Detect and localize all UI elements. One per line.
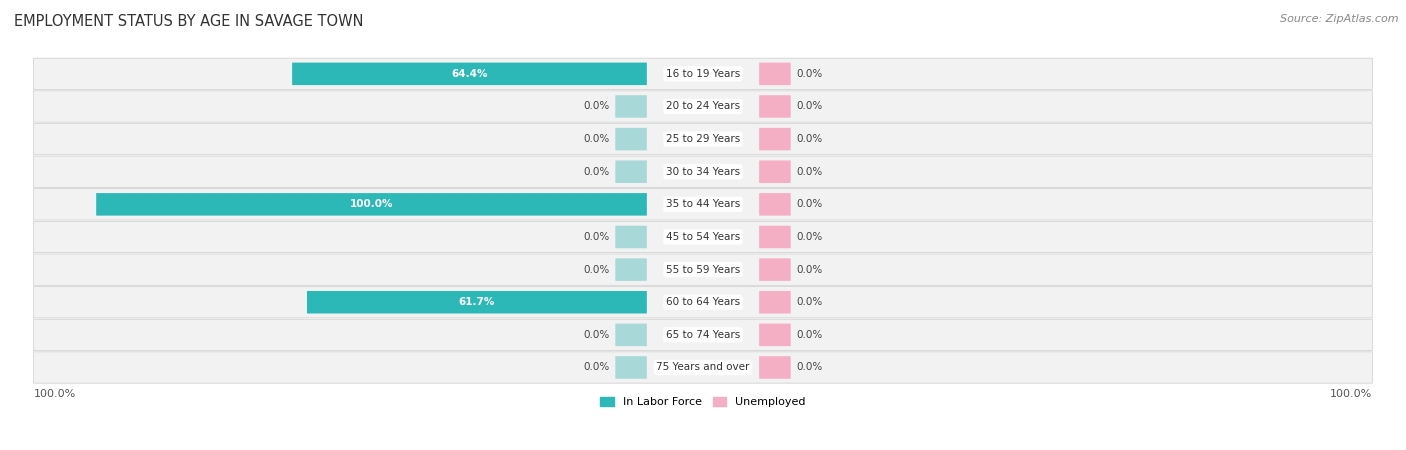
Text: 0.0%: 0.0% bbox=[583, 232, 609, 242]
Text: 30 to 34 Years: 30 to 34 Years bbox=[666, 167, 740, 177]
FancyBboxPatch shape bbox=[616, 258, 647, 281]
Text: 55 to 59 Years: 55 to 59 Years bbox=[666, 265, 740, 274]
Text: 0.0%: 0.0% bbox=[797, 69, 823, 79]
FancyBboxPatch shape bbox=[616, 324, 647, 346]
Text: 20 to 24 Years: 20 to 24 Years bbox=[666, 101, 740, 112]
Text: 0.0%: 0.0% bbox=[797, 330, 823, 340]
Text: 0.0%: 0.0% bbox=[583, 363, 609, 373]
Text: 0.0%: 0.0% bbox=[583, 330, 609, 340]
FancyBboxPatch shape bbox=[616, 356, 647, 379]
FancyBboxPatch shape bbox=[759, 356, 790, 379]
FancyBboxPatch shape bbox=[96, 193, 647, 216]
Text: Source: ZipAtlas.com: Source: ZipAtlas.com bbox=[1281, 14, 1399, 23]
Text: 0.0%: 0.0% bbox=[797, 232, 823, 242]
FancyBboxPatch shape bbox=[759, 226, 790, 248]
Text: 0.0%: 0.0% bbox=[797, 167, 823, 177]
Text: 0.0%: 0.0% bbox=[583, 101, 609, 112]
FancyBboxPatch shape bbox=[292, 63, 647, 85]
Text: 16 to 19 Years: 16 to 19 Years bbox=[666, 69, 740, 79]
FancyBboxPatch shape bbox=[759, 63, 790, 85]
FancyBboxPatch shape bbox=[307, 291, 647, 314]
FancyBboxPatch shape bbox=[759, 324, 790, 346]
Text: 35 to 44 Years: 35 to 44 Years bbox=[666, 199, 740, 209]
Legend: In Labor Force, Unemployed: In Labor Force, Unemployed bbox=[596, 392, 810, 412]
FancyBboxPatch shape bbox=[616, 161, 647, 183]
Text: 65 to 74 Years: 65 to 74 Years bbox=[666, 330, 740, 340]
FancyBboxPatch shape bbox=[34, 123, 1372, 155]
Text: 0.0%: 0.0% bbox=[797, 134, 823, 144]
Text: EMPLOYMENT STATUS BY AGE IN SAVAGE TOWN: EMPLOYMENT STATUS BY AGE IN SAVAGE TOWN bbox=[14, 14, 364, 28]
Text: 25 to 29 Years: 25 to 29 Years bbox=[666, 134, 740, 144]
FancyBboxPatch shape bbox=[34, 58, 1372, 90]
Text: 0.0%: 0.0% bbox=[583, 167, 609, 177]
Text: 0.0%: 0.0% bbox=[797, 101, 823, 112]
FancyBboxPatch shape bbox=[616, 95, 647, 118]
FancyBboxPatch shape bbox=[34, 287, 1372, 318]
FancyBboxPatch shape bbox=[616, 128, 647, 150]
FancyBboxPatch shape bbox=[34, 221, 1372, 252]
FancyBboxPatch shape bbox=[759, 193, 790, 216]
Text: 100.0%: 100.0% bbox=[350, 199, 394, 209]
FancyBboxPatch shape bbox=[759, 258, 790, 281]
Text: 64.4%: 64.4% bbox=[451, 69, 488, 79]
FancyBboxPatch shape bbox=[34, 254, 1372, 285]
Text: 100.0%: 100.0% bbox=[1330, 389, 1372, 399]
Text: 75 Years and over: 75 Years and over bbox=[657, 363, 749, 373]
FancyBboxPatch shape bbox=[759, 128, 790, 150]
FancyBboxPatch shape bbox=[34, 156, 1372, 187]
Text: 0.0%: 0.0% bbox=[583, 134, 609, 144]
Text: 0.0%: 0.0% bbox=[583, 265, 609, 274]
Text: 61.7%: 61.7% bbox=[458, 297, 495, 307]
Text: 60 to 64 Years: 60 to 64 Years bbox=[666, 297, 740, 307]
Text: 0.0%: 0.0% bbox=[797, 363, 823, 373]
FancyBboxPatch shape bbox=[759, 291, 790, 314]
FancyBboxPatch shape bbox=[34, 352, 1372, 383]
Text: 0.0%: 0.0% bbox=[797, 199, 823, 209]
Text: 100.0%: 100.0% bbox=[34, 389, 76, 399]
FancyBboxPatch shape bbox=[34, 319, 1372, 351]
FancyBboxPatch shape bbox=[759, 161, 790, 183]
Text: 0.0%: 0.0% bbox=[797, 297, 823, 307]
Text: 0.0%: 0.0% bbox=[797, 265, 823, 274]
FancyBboxPatch shape bbox=[34, 91, 1372, 122]
FancyBboxPatch shape bbox=[759, 95, 790, 118]
FancyBboxPatch shape bbox=[34, 189, 1372, 220]
Text: 45 to 54 Years: 45 to 54 Years bbox=[666, 232, 740, 242]
FancyBboxPatch shape bbox=[616, 226, 647, 248]
